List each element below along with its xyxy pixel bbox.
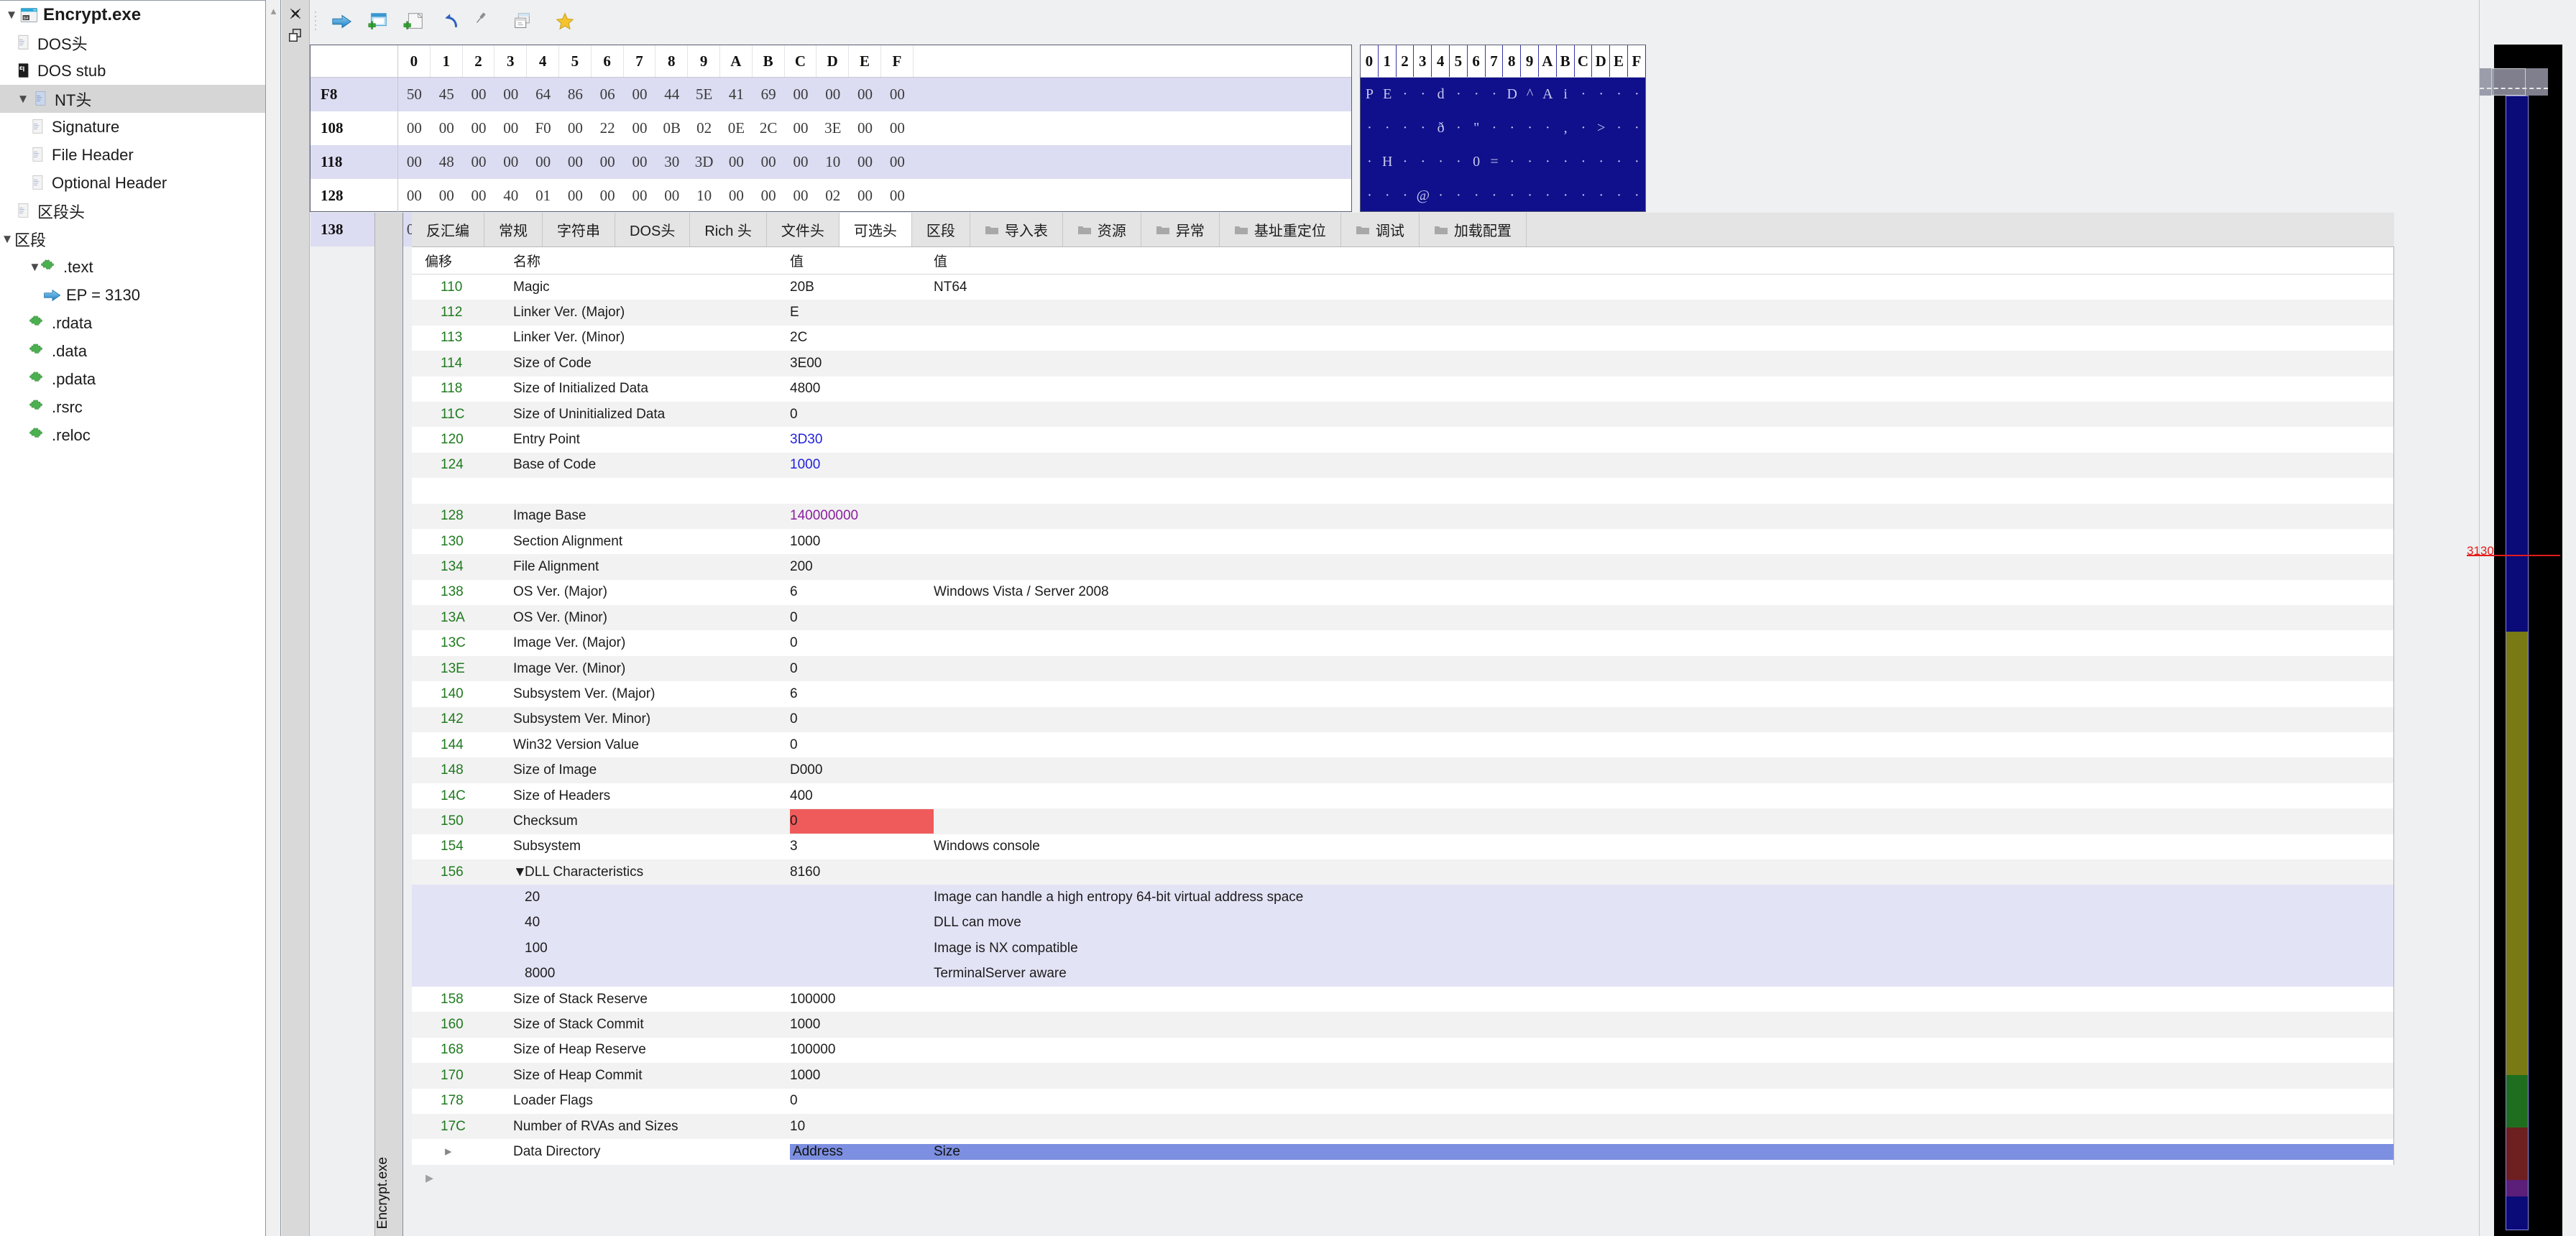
svg-text:64: 64 [24, 16, 29, 20]
